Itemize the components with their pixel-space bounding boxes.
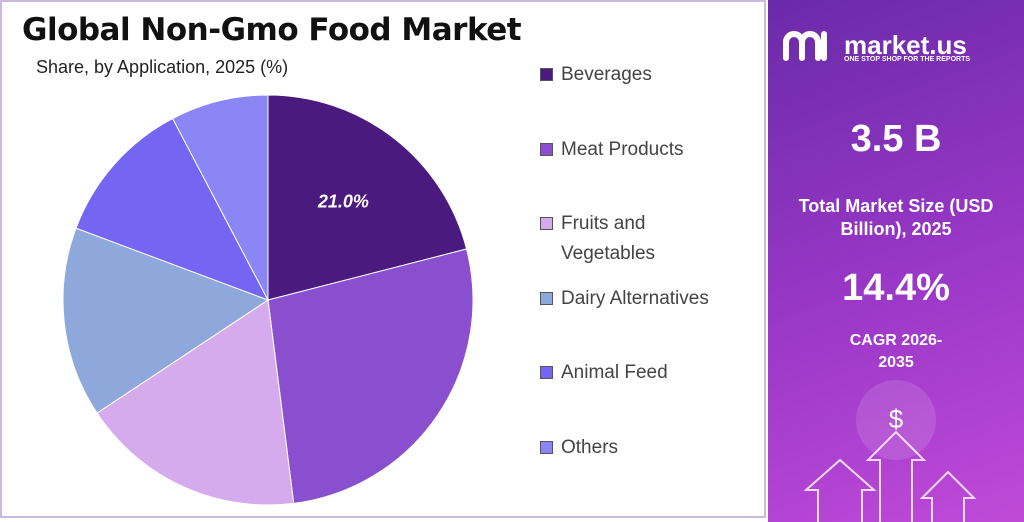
legend-item: Animal Feed xyxy=(540,358,750,388)
legend-item: Others xyxy=(540,433,750,463)
pie-slice xyxy=(267,248,474,504)
legend-label: Beverages xyxy=(561,64,652,85)
market-size: 3.5 B xyxy=(850,118,942,160)
chart-subtitle: Share, by Application, 2025 (%) xyxy=(36,57,289,77)
pie-slice xyxy=(96,299,295,506)
legend-swatch xyxy=(540,217,553,230)
legend-label: Animal Feed xyxy=(561,362,668,383)
legend-label: Fruits and Vegetables xyxy=(561,213,656,264)
side-panel: $ market.us ONE STOP SHOP FOR THE REPORT… xyxy=(768,0,1024,522)
legend-swatch xyxy=(540,366,553,379)
legend-label: Others xyxy=(561,436,619,458)
decor: $ xyxy=(783,31,977,522)
legend-label: Dairy Alternatives xyxy=(561,287,709,309)
pie-slice xyxy=(62,227,270,414)
market-size-label: Total Market Size (USD Billion), 2025 xyxy=(798,196,994,239)
cagr: 14.4% xyxy=(842,267,950,309)
legend-item: Meat Products xyxy=(540,135,750,165)
pie-slice xyxy=(267,94,468,301)
data-label: 21.0% xyxy=(317,192,369,212)
legend-swatch xyxy=(540,440,553,454)
legend-item: Dairy Alternatives xyxy=(540,284,750,314)
legend-swatch xyxy=(540,142,553,156)
svg-text:$: $ xyxy=(889,404,904,434)
pie-slice xyxy=(75,117,270,301)
legend-item: Beverages xyxy=(540,60,750,90)
legend-swatch xyxy=(540,68,553,81)
frame xyxy=(0,0,766,518)
tagline: ONE STOP SHOP FOR THE REPORTS xyxy=(844,56,971,63)
legend-swatch xyxy=(540,291,553,305)
chart-title: Global Non-Gmo Food Market xyxy=(22,12,522,48)
logo: market.us xyxy=(844,30,967,60)
pie: 21.0% xyxy=(62,94,474,506)
legend-label: Meat Products xyxy=(561,138,684,160)
cagr-label: CAGR 2026-2035 xyxy=(849,332,943,371)
pie-slice xyxy=(171,94,269,301)
legend-item: Fruits and Vegetables xyxy=(540,209,750,269)
